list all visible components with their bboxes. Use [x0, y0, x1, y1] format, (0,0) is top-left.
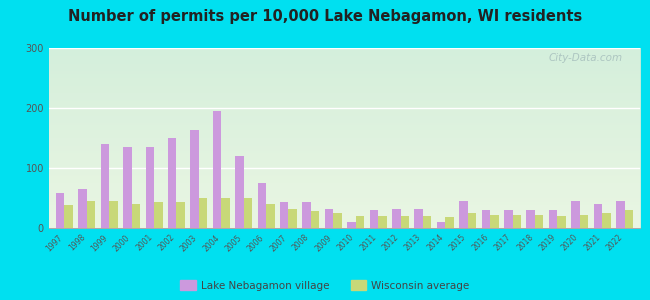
Bar — [146, 147, 154, 228]
Bar — [123, 147, 132, 228]
Bar — [213, 111, 221, 228]
Bar — [266, 204, 274, 228]
Bar — [109, 201, 118, 228]
Bar — [625, 210, 633, 228]
Bar — [459, 201, 468, 228]
Bar — [571, 201, 580, 228]
Legend: Lake Nebagamon village, Wisconsin average: Lake Nebagamon village, Wisconsin averag… — [176, 276, 474, 295]
Bar — [482, 210, 490, 228]
Bar — [370, 210, 378, 228]
Bar — [289, 209, 297, 228]
Bar — [602, 213, 610, 228]
Bar — [423, 216, 432, 228]
Bar — [616, 201, 625, 228]
Bar — [79, 189, 87, 228]
Bar — [526, 210, 535, 228]
Bar — [244, 198, 252, 228]
Bar — [56, 193, 64, 228]
Bar — [132, 204, 140, 228]
Bar — [64, 205, 73, 228]
Bar — [392, 209, 400, 228]
Bar — [199, 198, 207, 228]
Bar — [302, 202, 311, 228]
Bar — [504, 210, 513, 228]
Bar — [557, 216, 566, 228]
Bar — [325, 209, 333, 228]
Bar — [280, 202, 289, 228]
Bar — [154, 202, 162, 228]
Bar — [415, 209, 423, 228]
Bar — [468, 213, 476, 228]
Bar — [549, 210, 557, 228]
Bar — [235, 156, 244, 228]
Bar — [257, 183, 266, 228]
Bar — [176, 202, 185, 228]
Bar — [101, 144, 109, 228]
Bar — [445, 217, 454, 228]
Bar — [400, 216, 409, 228]
Bar — [190, 130, 199, 228]
Bar — [347, 222, 356, 228]
Bar — [593, 204, 602, 228]
Bar — [333, 213, 342, 228]
Bar — [311, 211, 319, 228]
Bar — [437, 222, 445, 228]
Bar — [87, 201, 96, 228]
Bar — [580, 215, 588, 228]
Text: City-Data.com: City-Data.com — [549, 53, 623, 63]
Bar — [356, 216, 364, 228]
Bar — [168, 138, 176, 228]
Text: Number of permits per 10,000 Lake Nebagamon, WI residents: Number of permits per 10,000 Lake Nebaga… — [68, 9, 582, 24]
Bar — [513, 215, 521, 228]
Bar — [221, 198, 230, 228]
Bar — [535, 215, 543, 228]
Bar — [378, 216, 387, 228]
Bar — [490, 215, 499, 228]
